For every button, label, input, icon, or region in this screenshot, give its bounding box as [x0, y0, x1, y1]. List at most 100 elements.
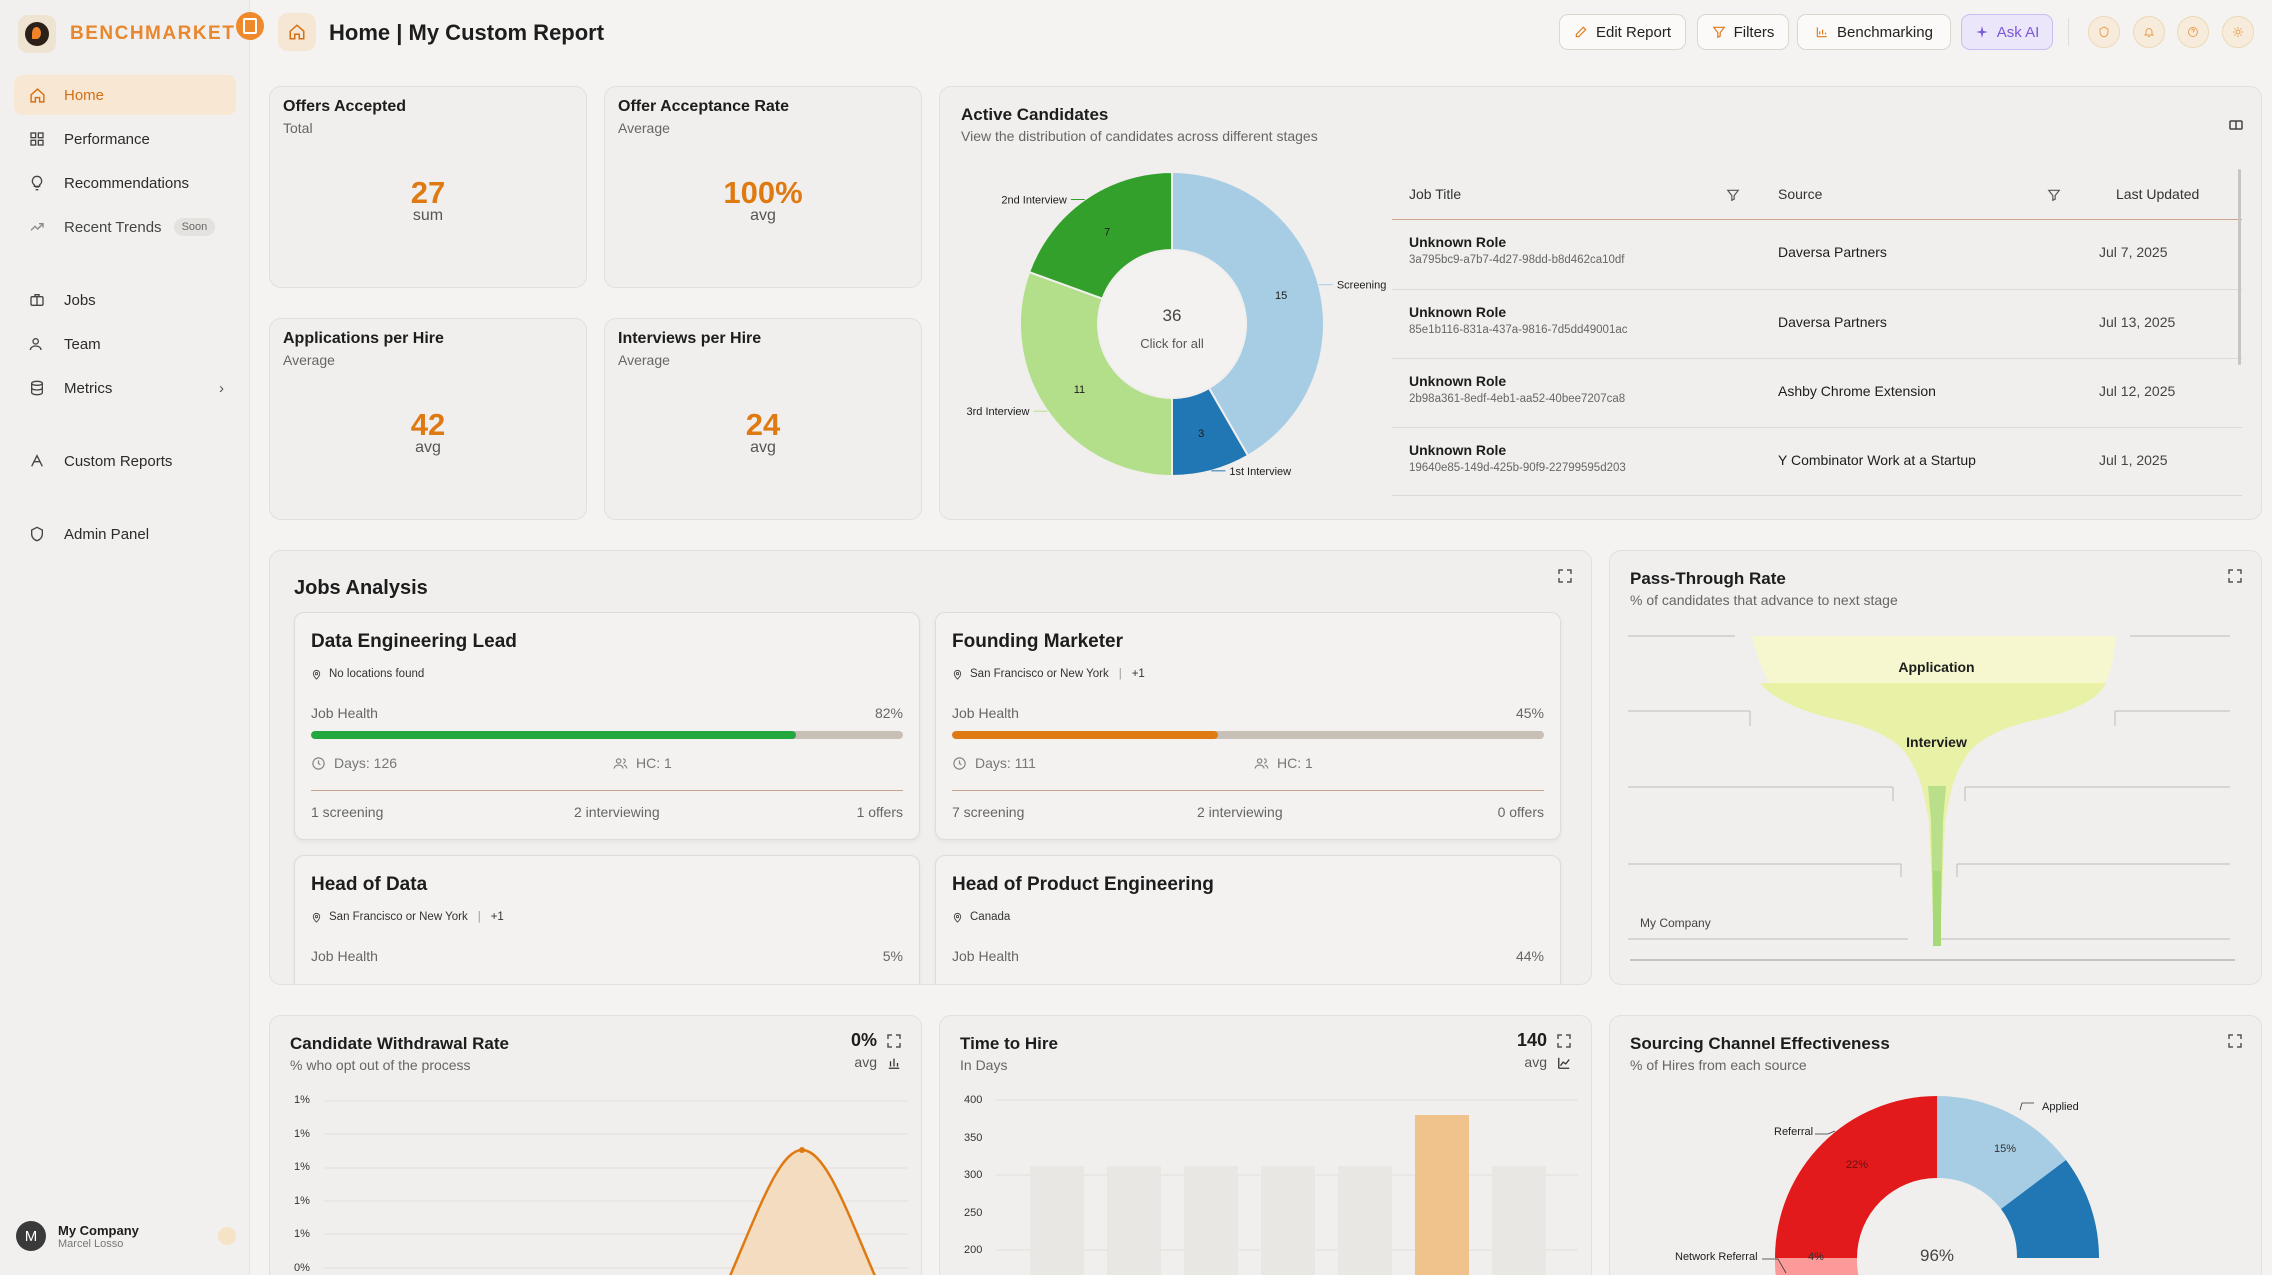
donut-total[interactable]: 36: [1162, 306, 1182, 325]
shield-icon[interactable]: [2088, 16, 2120, 48]
job-health-value: 5%: [882, 948, 903, 964]
filters-label: Filters: [1733, 23, 1775, 41]
card-subtitle: % of Hires from each source: [1630, 1057, 1807, 1073]
sidebar-item-home[interactable]: Home: [14, 75, 236, 115]
edit-report-button[interactable]: Edit Report: [1559, 14, 1686, 50]
filters-button[interactable]: Filters: [1697, 14, 1789, 50]
line-chart-icon[interactable]: [1557, 1056, 1571, 1070]
sidebar-item-recent-trends[interactable]: Recent Trends Soon: [14, 207, 236, 247]
sourcing-donut[interactable]: [1610, 1016, 2262, 1275]
job-title: Founding Marketer: [952, 631, 1124, 652]
col-last-updated[interactable]: Last Updated: [2116, 186, 2200, 202]
collapse-sidebar-icon[interactable]: [236, 12, 264, 40]
row-id: 19640e85-149d-425b-90f9-22799595d203: [1409, 462, 1626, 474]
row-title: Unknown Role: [1409, 442, 1507, 458]
filter-icon[interactable]: [2047, 188, 2061, 202]
kpi-offer-acceptance-rate[interactable]: Offer Acceptance Rate Average 100% avg: [604, 86, 922, 288]
collapse-icon[interactable]: [2228, 117, 2244, 133]
job-location-text: No locations found: [329, 668, 425, 680]
sidebar-item-admin-panel[interactable]: Admin Panel: [14, 514, 236, 554]
bar: [1415, 1115, 1469, 1275]
theme-toggle-icon[interactable]: [2222, 16, 2254, 48]
kpi-unit: sum: [412, 207, 444, 224]
y-tick-label: 350: [964, 1131, 983, 1144]
table-scrollbar[interactable]: [2238, 169, 2241, 365]
job-location-extra[interactable]: +1: [490, 911, 504, 923]
sidebar-item-recommendations[interactable]: Recommendations: [14, 163, 236, 203]
row-id: 3a795bc9-a7b7-4d27-98dd-b8d462ca10df: [1409, 254, 1625, 266]
table-row[interactable]: Unknown Role 3a795bc9-a7b7-4d27-98dd-b8d…: [1392, 220, 2242, 289]
trend-icon: [28, 218, 46, 236]
table-row[interactable]: Unknown Role 85e1b116-831a-437a-9816-7d5…: [1392, 289, 2242, 358]
donut-caption[interactable]: Click for all: [1140, 336, 1204, 351]
expand-icon[interactable]: [2227, 1033, 2243, 1049]
donut-category-label: 3rd Interview: [967, 406, 1030, 418]
expand-icon[interactable]: [1556, 1033, 1572, 1049]
bell-icon[interactable]: [2133, 16, 2165, 48]
funnel-chart[interactable]: [1610, 611, 2263, 981]
help-icon[interactable]: [2177, 16, 2209, 48]
table-row[interactable]: Unknown Role 2b98a361-8edf-4eb1-aa52-40b…: [1392, 358, 2242, 427]
job-health-fill: [952, 731, 1219, 739]
sidebar-item-custom-reports[interactable]: Custom Reports: [14, 441, 236, 481]
row-updated: Jul 13, 2025: [2099, 314, 2176, 330]
bar-chart-icon[interactable]: [887, 1056, 901, 1070]
expand-icon[interactable]: [1557, 568, 1573, 584]
job-title: Head of Data: [311, 874, 428, 895]
sidebar-item-metrics[interactable]: Metrics ›: [14, 368, 236, 408]
kpi-offers-accepted[interactable]: Offers Accepted Total 27 sum: [269, 86, 587, 288]
active-candidates-donut[interactable]: 15 Screening 3 1st Interview 11 3rd Interview…: [960, 150, 1400, 500]
job-health-fill: [311, 731, 797, 739]
col-source[interactable]: Source: [1778, 186, 1823, 202]
user-chevron-icon[interactable]: [218, 1227, 236, 1245]
job-health-label: Job Health: [952, 705, 1019, 721]
job-title: Data Engineering Lead: [311, 631, 517, 652]
lightbulb-icon: [28, 174, 46, 192]
job-days-text: Days: 126: [334, 755, 398, 771]
job-screening: 7 screening: [952, 804, 1025, 820]
row-id: 2b98a361-8edf-4eb1-aa52-40bee7207ca8: [1409, 393, 1626, 405]
donut-center-value: 96%: [1919, 1246, 1955, 1265]
job-card[interactable]: Data Engineering Lead No locations found…: [294, 612, 920, 840]
row-updated: Jul 1, 2025: [2099, 452, 2168, 468]
job-card[interactable]: Head of Product Engineering Canada Job H…: [935, 855, 1561, 984]
filter-icon[interactable]: [1726, 188, 1740, 202]
expand-icon[interactable]: [2227, 568, 2243, 584]
y-tick-label: 1%: [294, 1161, 310, 1173]
grid-icon: [28, 130, 46, 148]
kpi-applications-per-hire[interactable]: Applications per Hire Average 42 avg: [269, 318, 587, 520]
sidebar-item-jobs[interactable]: Jobs: [14, 280, 236, 320]
sparkle-icon: [1975, 26, 1988, 38]
filter-icon: [1712, 26, 1726, 39]
sidebar-item-performance[interactable]: Performance: [14, 119, 236, 159]
kpi-subtitle: Average: [618, 120, 670, 136]
job-card[interactable]: Head of Data San Francisco or New York |…: [294, 855, 920, 984]
y-tick-label: 200: [964, 1244, 983, 1256]
benchmarking-button[interactable]: Benchmarking: [1797, 14, 1951, 50]
user-menu[interactable]: M My Company Marcel Losso: [16, 1216, 236, 1256]
slice-referral: [1775, 1096, 1937, 1258]
job-hc-text: HC: 1: [636, 755, 672, 771]
donut-value-label: 11: [1074, 384, 1085, 396]
metric-value: 140: [1516, 1030, 1547, 1050]
job-card[interactable]: Founding Marketer San Francisco or New Y…: [935, 612, 1561, 840]
kpi-value: 24: [745, 407, 781, 442]
y-tick-label: 1%: [294, 1228, 310, 1240]
expand-icon[interactable]: [886, 1033, 902, 1049]
kpi-interviews-per-hire[interactable]: Interviews per Hire Average 24 avg: [604, 318, 922, 520]
col-job-title[interactable]: Job Title: [1409, 186, 1462, 202]
page-title: Home | My Custom Report: [329, 20, 605, 45]
user-sub: Marcel Losso: [58, 1237, 124, 1250]
ask-ai-button[interactable]: Ask AI: [1961, 14, 2053, 50]
brand[interactable]: BENCHMARKET: [18, 14, 240, 54]
job-health-value: 44%: [1515, 948, 1544, 964]
sidebar-item-label: Recommendations: [64, 174, 190, 192]
sidebar-item-team[interactable]: Team: [14, 324, 236, 364]
slice-label-applied: Applied: [2042, 1101, 2079, 1113]
table-row[interactable]: Unknown Role 19640e85-149d-425b-90f9-227…: [1392, 427, 2242, 496]
y-tick-label: 1%: [294, 1194, 310, 1207]
home-button[interactable]: [278, 13, 316, 51]
job-location: San Francisco or New York | +1: [311, 911, 504, 923]
job-location-extra[interactable]: +1: [1131, 668, 1145, 680]
funnel-legend: My Company: [1640, 916, 1711, 930]
